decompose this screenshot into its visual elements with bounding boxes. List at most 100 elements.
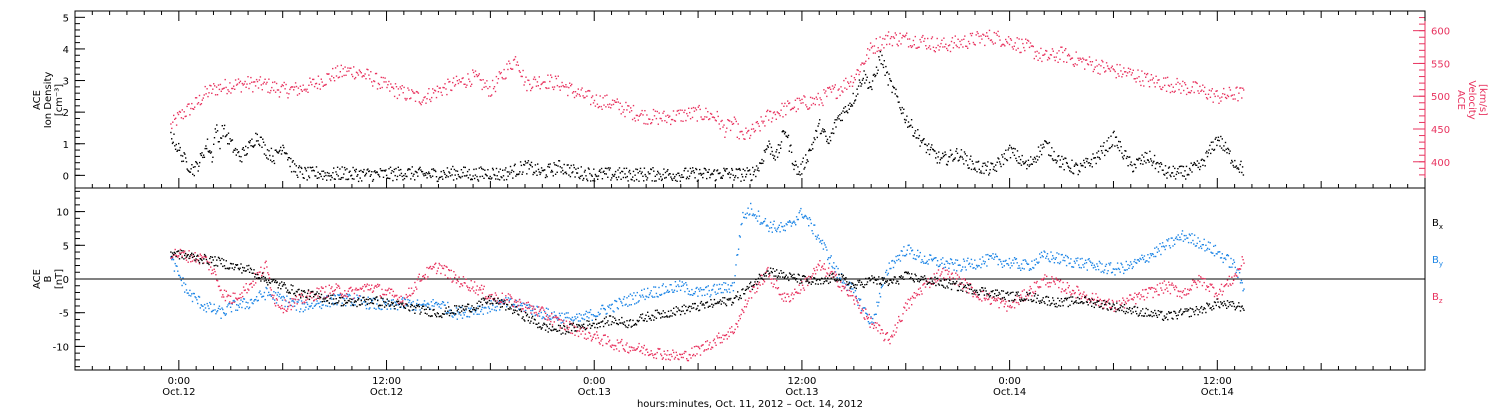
velocity-point — [1232, 98, 1234, 100]
density-point — [230, 139, 233, 141]
bz-point — [1069, 291, 1071, 293]
velocity-point — [599, 95, 601, 97]
by-point — [403, 307, 405, 309]
by-point — [727, 284, 729, 286]
density-point — [707, 171, 709, 173]
density-point — [522, 171, 524, 173]
bz-point — [455, 282, 458, 284]
density-point — [644, 173, 646, 176]
bz-point — [383, 293, 385, 296]
by-point — [930, 254, 932, 256]
velocity-point — [580, 89, 582, 91]
bz-point — [1003, 306, 1005, 308]
density-point — [969, 158, 971, 160]
bz-point — [500, 301, 503, 303]
velocity-point — [1000, 45, 1002, 47]
velocity-point — [503, 68, 505, 71]
by-point — [621, 304, 624, 307]
density-point — [579, 175, 582, 177]
density-point — [1071, 159, 1073, 161]
by-point — [199, 307, 201, 309]
velocity-tick-label: 400 — [1431, 158, 1450, 169]
by-point — [1085, 262, 1088, 264]
velocity-point — [586, 95, 588, 97]
density-point — [685, 178, 688, 180]
velocity-point — [531, 86, 534, 88]
bz-point — [638, 342, 640, 345]
by-point — [597, 311, 600, 314]
density-point — [1236, 167, 1238, 170]
bz-point — [486, 298, 488, 300]
by-point — [766, 224, 768, 226]
velocity-point — [391, 86, 393, 88]
density-point — [921, 141, 923, 144]
density-point — [225, 135, 227, 137]
bz-point — [765, 271, 767, 273]
density-point — [1059, 159, 1061, 161]
bz-point — [297, 298, 299, 301]
bz-point — [433, 266, 435, 269]
bz-point — [849, 295, 851, 297]
density-point — [205, 145, 207, 147]
density-point — [422, 173, 424, 175]
bz-point — [266, 266, 268, 268]
density-point — [719, 172, 721, 174]
bz-point — [368, 284, 370, 286]
density-point — [1116, 144, 1118, 147]
velocity-point — [293, 86, 296, 88]
by-point — [918, 255, 921, 257]
by-point — [698, 290, 701, 292]
by-point — [249, 299, 252, 301]
bz-point — [442, 267, 445, 270]
by-point — [909, 253, 911, 255]
density-point — [624, 173, 626, 175]
by-point — [602, 307, 605, 310]
by-point — [1020, 263, 1023, 265]
bz-point — [999, 298, 1001, 300]
bz-point — [213, 268, 215, 270]
bz-point — [660, 354, 663, 357]
bz-point — [355, 287, 357, 289]
velocity-point — [1038, 52, 1040, 54]
by-point — [368, 308, 370, 310]
bz-point — [594, 333, 596, 335]
by-point — [1103, 269, 1106, 271]
velocity-point — [310, 81, 312, 83]
velocity-point — [536, 81, 539, 83]
by-point — [582, 318, 584, 320]
velocity-point — [201, 99, 203, 101]
by-point — [1011, 265, 1013, 267]
bz-point — [1075, 297, 1077, 299]
bz-point — [347, 290, 349, 292]
density-point — [984, 162, 986, 164]
by-point — [358, 297, 360, 299]
by-point — [1231, 266, 1233, 268]
density-point — [243, 149, 245, 151]
density-point — [669, 173, 671, 175]
density-point — [653, 180, 656, 182]
bz-point — [899, 320, 902, 323]
density-point — [338, 178, 340, 180]
bz-point — [308, 295, 311, 297]
density-point — [432, 168, 435, 170]
velocity-point — [231, 87, 233, 90]
bz-point — [552, 316, 555, 319]
velocity-point — [625, 101, 627, 104]
bz-point — [613, 348, 615, 351]
by-point — [559, 314, 561, 317]
by-point — [753, 215, 755, 217]
by-point — [630, 304, 632, 306]
bz-point — [254, 272, 256, 275]
density-point — [1193, 161, 1195, 164]
velocity-point — [884, 38, 886, 40]
velocity-point — [243, 83, 245, 85]
bz-point — [873, 324, 876, 327]
velocity-point — [1199, 85, 1201, 88]
velocity-point — [704, 116, 706, 118]
velocity-point — [828, 86, 831, 88]
density-point — [326, 171, 329, 174]
by-point — [299, 311, 301, 313]
bz-point — [501, 292, 503, 294]
velocity-point — [695, 109, 698, 111]
velocity-point — [1173, 91, 1175, 93]
